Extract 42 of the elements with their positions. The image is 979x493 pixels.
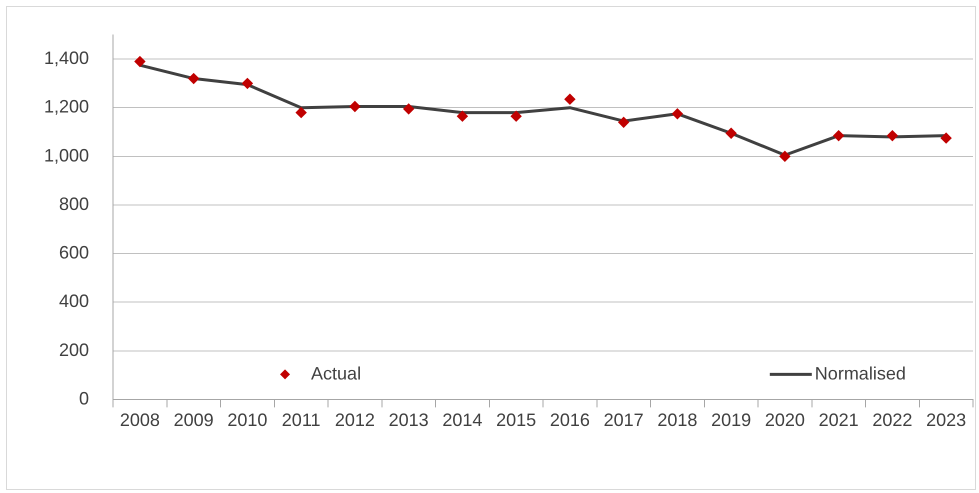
x-tick-label: 2015 <box>496 410 536 430</box>
x-tick-label: 2012 <box>334 410 375 430</box>
legend-label: Normalised <box>814 363 906 384</box>
y-tick-label: 1,400 <box>44 48 90 68</box>
point <box>833 130 844 142</box>
point <box>564 94 576 105</box>
x-tick-label: 2019 <box>711 410 752 430</box>
point <box>296 107 307 118</box>
point <box>403 103 414 114</box>
y-tick-label: 1,200 <box>44 96 90 117</box>
point <box>456 110 468 122</box>
y-tick-label: 0 <box>79 388 90 408</box>
x-tick-label: 2010 <box>227 410 268 430</box>
point <box>779 150 790 162</box>
y-tick-label: 400 <box>58 291 90 312</box>
legend-label: Actual <box>311 363 362 384</box>
x-tick-label: 2018 <box>657 410 698 430</box>
y-tick-label: 800 <box>58 194 90 214</box>
point <box>242 78 253 89</box>
x-tick-label: 2011 <box>282 410 321 430</box>
point <box>618 116 630 128</box>
point <box>726 128 737 139</box>
y-tick-label: 200 <box>58 340 90 360</box>
x-tick-label: 2017 <box>604 410 644 430</box>
x-tick-label: 2008 <box>120 410 160 430</box>
x-tick-label: 2009 <box>174 410 214 430</box>
y-tick-label: 600 <box>58 242 90 263</box>
x-tick-label: 2022 <box>872 410 912 430</box>
point <box>349 101 360 112</box>
point <box>940 132 952 144</box>
point <box>886 130 898 142</box>
x-tick-label: 2014 <box>442 410 482 430</box>
x-tick-label: 2013 <box>388 410 429 430</box>
point <box>672 108 683 120</box>
x-tick-label: 2020 <box>764 410 805 430</box>
x-tick-label: 2023 <box>926 410 966 430</box>
point <box>510 110 522 122</box>
y-tick-label: 1,000 <box>44 145 90 166</box>
point <box>188 73 200 84</box>
x-tick-label: 2021 <box>818 410 859 430</box>
x-tick-label: 2016 <box>550 410 590 430</box>
point <box>134 56 146 68</box>
